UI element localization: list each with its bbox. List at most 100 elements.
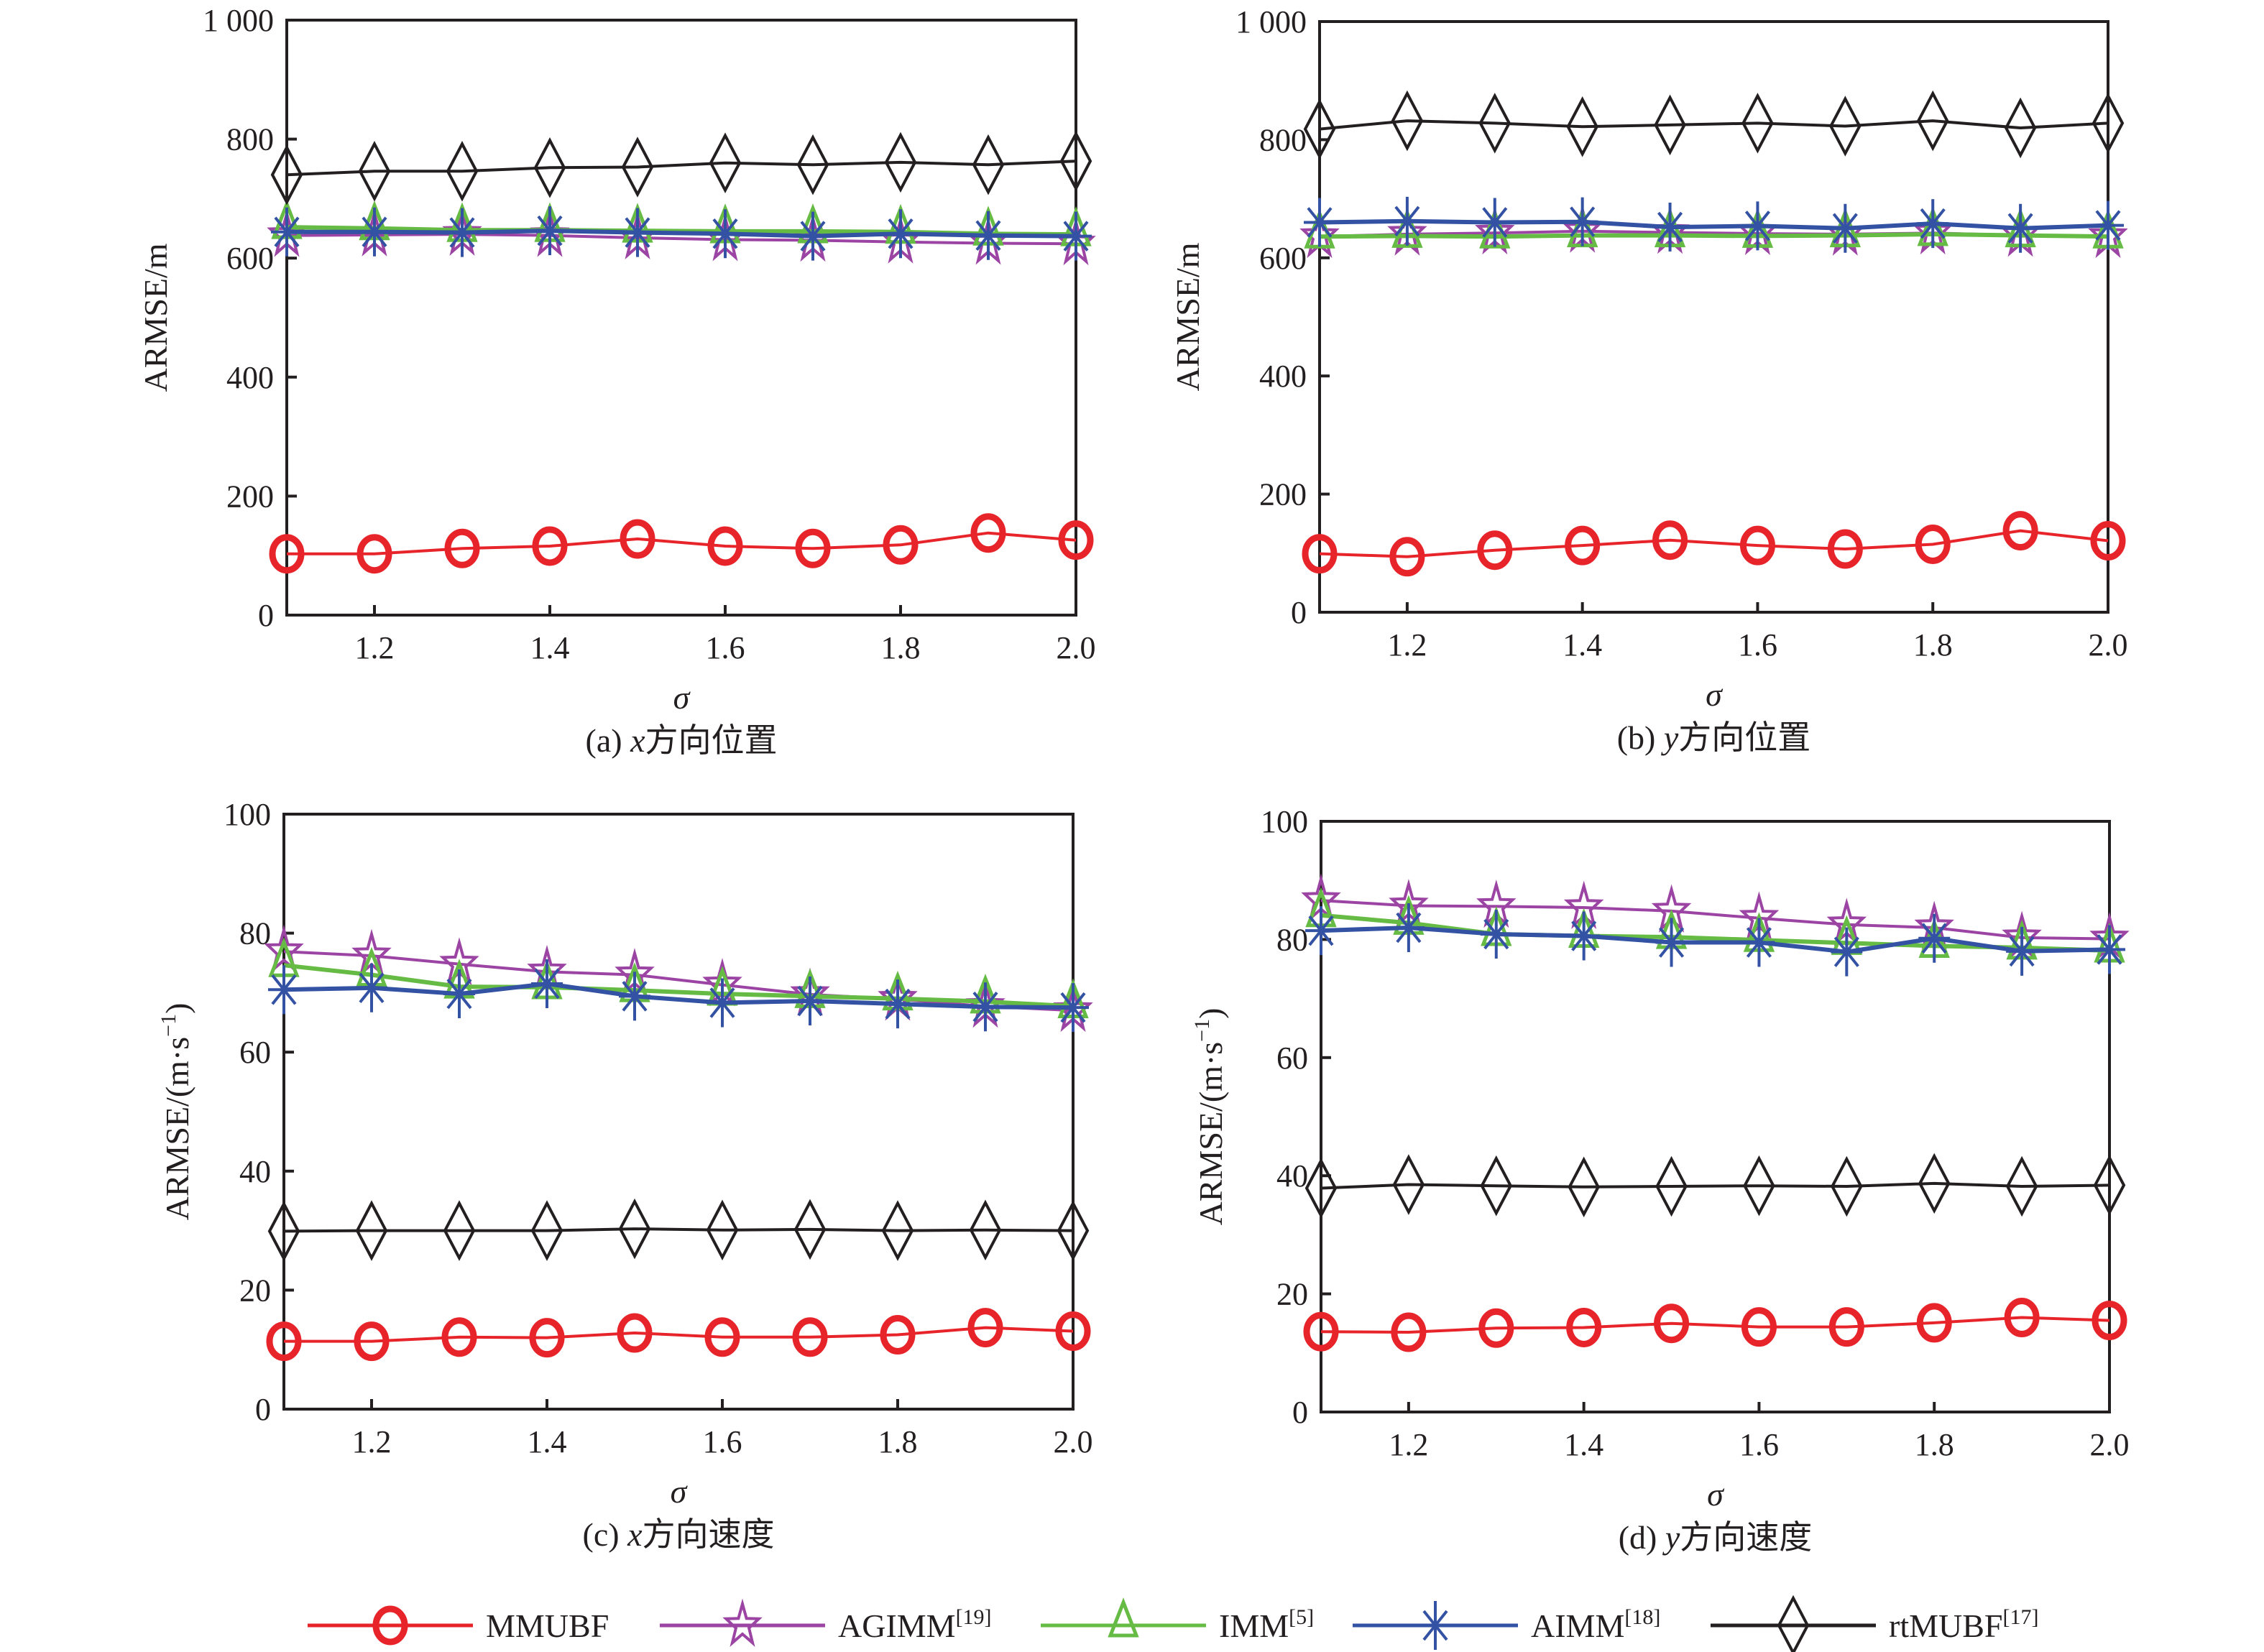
data-point-aimm bbox=[882, 979, 914, 1029]
data-point-aimm bbox=[1566, 197, 1598, 246]
series-mmubf bbox=[1302, 511, 2126, 577]
data-point-mmubf bbox=[1302, 534, 1338, 574]
data-point-mmubf bbox=[970, 513, 1006, 553]
y-tick-label: 600 bbox=[226, 241, 274, 276]
y-tick-label: 40 bbox=[1276, 1158, 1308, 1194]
data-point-aimm bbox=[1654, 203, 1686, 252]
data-point-aimm bbox=[797, 211, 829, 261]
legend-item-agimm: AGIMM[19] bbox=[660, 1598, 992, 1647]
x-tick-label: 1.8 bbox=[1915, 1427, 1954, 1462]
data-point-rtmubf bbox=[881, 1200, 914, 1261]
series-mmubf bbox=[269, 513, 1094, 574]
data-point-mmubf bbox=[354, 1321, 390, 1362]
series-line-agimm bbox=[286, 233, 1077, 246]
caption-variable: y bbox=[1662, 1519, 1680, 1556]
series-line-mmubf bbox=[287, 531, 1077, 555]
data-point-mmubf bbox=[1389, 537, 1425, 577]
series-aimm bbox=[1304, 196, 2124, 253]
data-point-aimm bbox=[1918, 913, 1951, 963]
data-point-aimm bbox=[2092, 200, 2124, 250]
data-point-aimm bbox=[1741, 201, 1774, 251]
data-point-rtmubf bbox=[1478, 93, 1511, 154]
data-point-mmubf bbox=[2090, 521, 2126, 561]
caption-variable: y bbox=[1661, 719, 1679, 756]
x-tick-label: 1.8 bbox=[878, 1424, 918, 1459]
data-point-mmubf bbox=[2092, 1301, 2127, 1341]
data-point-mmubf bbox=[880, 1315, 916, 1355]
panel-a: 0 200 400 600 800 1 000 1.2 1.4 1.6 1.8 2.0 σ ARMSE/… bbox=[137, 3, 1096, 759]
caption-text: 方向速度 bbox=[1680, 1519, 1812, 1556]
data-point-aimm bbox=[1478, 198, 1511, 247]
y-tick-label: 0 bbox=[1291, 595, 1307, 630]
panel-caption: (b) y方向位置 bbox=[1617, 719, 1811, 756]
series-line-aimm bbox=[283, 981, 1074, 1010]
data-point-aimm bbox=[1917, 199, 1949, 249]
data-point-mmubf bbox=[1478, 1308, 1514, 1348]
series-aimm bbox=[268, 959, 1089, 1033]
x-tick-label: 1.2 bbox=[1387, 627, 1427, 663]
data-point-rtmubf bbox=[1743, 1155, 1775, 1217]
caption-variable: x bbox=[627, 1516, 643, 1553]
legend-label: rtMUBF[17] bbox=[1889, 1605, 2038, 1644]
data-point-rtmubf bbox=[1566, 96, 1598, 157]
data-point-mmubf bbox=[1739, 525, 1775, 566]
y-axis-label-sup: −1 bbox=[157, 1014, 180, 1037]
data-point-mmubf bbox=[1058, 520, 1094, 560]
data-point-mmubf bbox=[1828, 1307, 1864, 1347]
data-point-rtmubf bbox=[709, 132, 742, 194]
series-rtmubf bbox=[267, 1198, 1090, 1262]
legend-label: AIMM[18] bbox=[1531, 1605, 1660, 1644]
panel-caption: (d) y方向速度 bbox=[1619, 1519, 1813, 1556]
data-point-mmubf bbox=[2002, 511, 2038, 551]
x-tick-label: 2.0 bbox=[2090, 1427, 2130, 1462]
x-tick-label: 2.0 bbox=[2089, 627, 2128, 663]
data-point-aimm bbox=[1743, 918, 1775, 967]
data-point-rtmubf bbox=[1829, 96, 1862, 157]
data-point-rtmubf bbox=[2093, 1155, 2126, 1216]
caption-prefix: (c) bbox=[583, 1516, 628, 1553]
series-imm bbox=[1305, 887, 2125, 963]
data-point-rtmubf bbox=[972, 134, 1005, 195]
data-point-rtmubf bbox=[1918, 1153, 1951, 1214]
legend-item-aimm: AIMM[18] bbox=[1353, 1601, 1660, 1650]
legend-label-ref: [18] bbox=[1624, 1605, 1660, 1629]
data-point-rtmubf bbox=[796, 134, 829, 195]
series-line-aimm bbox=[287, 229, 1077, 239]
y-axis-label: ARMSE/m bbox=[137, 243, 174, 392]
y-tick-label: 100 bbox=[224, 797, 271, 832]
series-line-rtmubf bbox=[286, 160, 1077, 177]
series-rtmubf bbox=[1304, 1153, 2126, 1219]
legend-marker-star-icon bbox=[722, 1598, 763, 1647]
data-point-mmubf bbox=[266, 1321, 302, 1362]
data-point-mmubf bbox=[1566, 1307, 1602, 1347]
plot-frame bbox=[282, 813, 1075, 1411]
data-point-rtmubf bbox=[267, 1201, 300, 1262]
y-tick-label: 200 bbox=[226, 479, 274, 514]
data-point-rtmubf bbox=[355, 1200, 388, 1261]
data-point-mmubf bbox=[883, 525, 919, 565]
data-point-aimm bbox=[271, 207, 303, 257]
x-axis-label: σ bbox=[1707, 1476, 1725, 1513]
data-point-mmubf bbox=[1565, 525, 1601, 566]
data-point-rtmubf bbox=[1392, 1154, 1425, 1215]
data-point-mmubf bbox=[2004, 1297, 2040, 1337]
y-tick-label: 600 bbox=[1259, 241, 1307, 276]
y-axis-label: ARMSE/(m·s−1) bbox=[157, 1003, 195, 1221]
y-tick-label: 1 000 bbox=[203, 3, 274, 38]
x-axis-label: σ bbox=[673, 679, 691, 716]
data-point-rtmubf bbox=[270, 144, 303, 206]
data-point-aimm bbox=[356, 963, 387, 1012]
data-point-mmubf bbox=[704, 1317, 740, 1357]
data-point-aimm bbox=[443, 969, 475, 1019]
x-tick-label: 1.2 bbox=[352, 1424, 392, 1459]
data-point-rtmubf bbox=[1654, 94, 1686, 156]
data-point-rtmubf bbox=[1391, 90, 1424, 152]
y-axis-label-tail: ) bbox=[159, 1003, 195, 1014]
series-line-aimm bbox=[1320, 925, 2110, 954]
data-point-mmubf bbox=[1303, 1311, 1339, 1352]
legend-marker-circle-icon bbox=[372, 1605, 408, 1646]
data-point-aimm bbox=[619, 972, 650, 1021]
data-point-rtmubf bbox=[533, 137, 566, 198]
panel-d: 0 20 40 60 80 100 1.2 1.4 1.6 1.8 2.0 σ ARMSE/(m·s−1… bbox=[1190, 804, 2130, 1556]
